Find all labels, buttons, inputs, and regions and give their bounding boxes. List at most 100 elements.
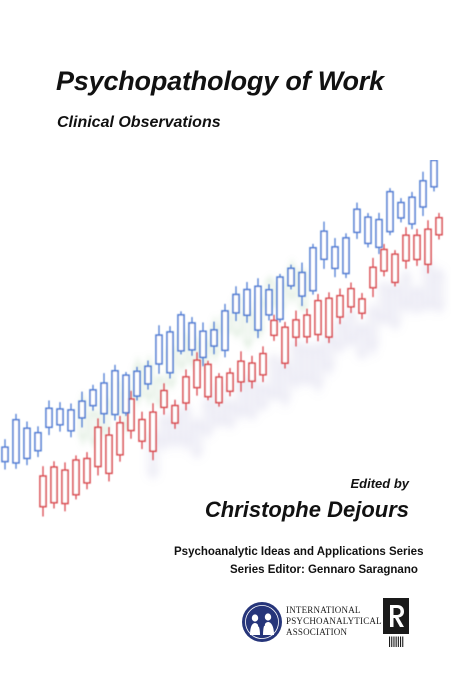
red-candle [248,355,256,389]
series-editor: Series Editor: Gennaro Saragnano [230,564,418,576]
blue-candle [210,321,218,355]
red-candle [127,390,135,439]
ipa-line: PSYCHOANALYTICAL [286,616,382,626]
lavender-candle [204,395,212,438]
ipa-line: INTERNATIONAL [286,605,361,615]
blue-candle [122,371,130,416]
red-candle [358,292,366,320]
lavender-candle [402,268,410,315]
red-candle [424,220,432,274]
blue-candle [56,402,64,432]
lavender-candle [226,399,234,429]
blue-candle [364,213,372,248]
blue-candle [298,262,306,306]
red-candle [413,228,421,266]
red-candle [61,462,69,512]
red-candle [270,314,278,341]
blue-candle [111,364,119,421]
blue-candle [309,243,317,295]
blue-candle [342,233,350,279]
candlestick-artwork [1,160,443,517]
red-candle [347,282,355,313]
blue-candle [89,384,97,411]
blue-candle [177,311,185,355]
lavender-candle [193,418,201,459]
red-candle [72,455,80,500]
blue-candle [1,439,9,470]
ipa-wordmark: INTERNATIONAL PSYCHOANALYTICAL ASSOCIATI… [286,605,382,638]
routledge-logo-icon [383,598,409,647]
lavender-candle [380,281,388,325]
red-candle [380,243,388,277]
lavender-candle [314,340,322,393]
red-candle [435,212,443,240]
blue-candle [232,286,240,322]
lavender-candle [435,267,443,314]
blue-candle [12,413,20,469]
blue-candle [144,360,152,390]
red-candle [83,452,91,490]
red-candle [336,288,344,325]
red-candle [281,321,289,369]
red-candle [325,292,333,344]
red-candle [292,310,300,347]
lavender-candle [347,307,355,348]
red-candle [171,399,179,429]
red-candle [204,360,212,401]
edited-by-label: Edited by [350,476,409,491]
blue-candle [397,198,405,223]
red-candle [303,308,311,344]
red-candle [39,466,47,517]
blue-candle [408,191,416,230]
blue-candle [331,238,339,278]
blue-candle [375,212,383,255]
lavender-candle [413,287,421,314]
blue-candle [34,426,42,458]
blue-candle [287,264,295,290]
blue-candle [188,317,196,356]
lavender-candle [270,355,278,400]
blue-candle [100,373,108,424]
blue-candle [265,284,273,321]
lavender-candle [391,282,399,330]
blue-candle [166,326,174,379]
red-candle [226,368,234,397]
red-candle [94,418,102,476]
blue-candle [276,273,284,323]
series-name: Psychoanalytic Ideas and Applications Se… [174,546,424,558]
red-candle [182,369,190,411]
blue-candle [320,221,328,269]
red-candle [149,403,157,461]
blue-candle [221,303,229,358]
blue-candle [45,400,53,436]
red-candle [50,461,58,509]
lavender-candle [160,411,168,452]
red-candle [391,250,399,287]
book-subtitle: Clinical Observations [57,114,221,131]
red-candle [105,427,113,482]
blue-candle [155,325,163,374]
blue-candle [386,188,394,236]
red-candle [402,227,410,269]
lavender-candle [369,302,377,356]
blue-candle [23,421,31,466]
red-candle [369,257,377,298]
red-candle [259,346,267,383]
red-candle [193,352,201,396]
blue-candle [243,281,251,323]
ipa-seal-icon [242,602,282,642]
blue-candle [199,322,207,367]
editor-name: Christophe Dejours [204,497,409,522]
blue-candle [353,202,361,239]
lavender-candle [358,323,366,359]
lavender-candle [259,383,267,410]
red-candle [237,351,245,392]
blue-candle [67,403,75,438]
blue-candle [254,278,262,339]
book-title: Psychopathology of Work [56,66,384,96]
blue-candle [430,160,438,192]
red-candle [138,411,146,450]
red-candle [314,293,322,342]
blue-candle [133,366,141,401]
